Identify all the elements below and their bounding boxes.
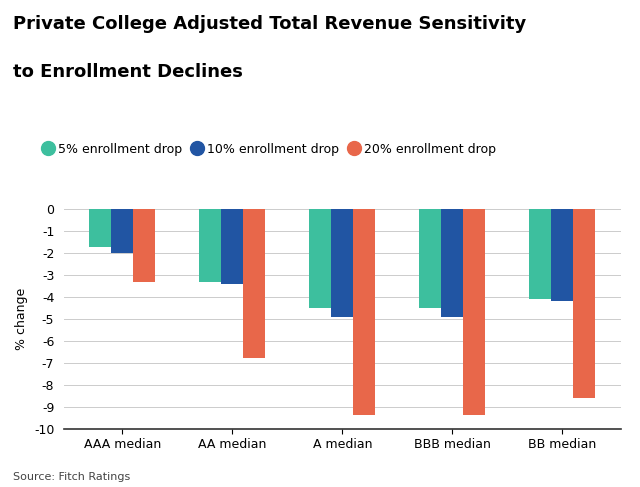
Bar (221, 209, 243, 284)
Bar (419, 209, 442, 308)
Bar (309, 209, 332, 308)
Bar (463, 209, 486, 415)
Y-axis label: % change: % change (15, 288, 28, 350)
Text: Private College Adjusted Total Revenue Sensitivity: Private College Adjusted Total Revenue S… (13, 15, 526, 33)
Bar (552, 209, 573, 301)
Bar (243, 209, 266, 358)
Bar (199, 209, 221, 281)
Bar (332, 209, 353, 317)
Bar (442, 209, 463, 317)
Bar (353, 209, 376, 415)
Text: Source: Fitch Ratings: Source: Fitch Ratings (13, 472, 130, 482)
Bar (90, 209, 111, 246)
Bar (573, 209, 595, 398)
Legend: 5% enrollment drop, 10% enrollment drop, 20% enrollment drop: 5% enrollment drop, 10% enrollment drop,… (38, 138, 501, 161)
Text: to Enrollment Declines: to Enrollment Declines (13, 63, 243, 81)
Bar (133, 209, 156, 281)
Bar (111, 209, 133, 253)
Bar (529, 209, 552, 299)
